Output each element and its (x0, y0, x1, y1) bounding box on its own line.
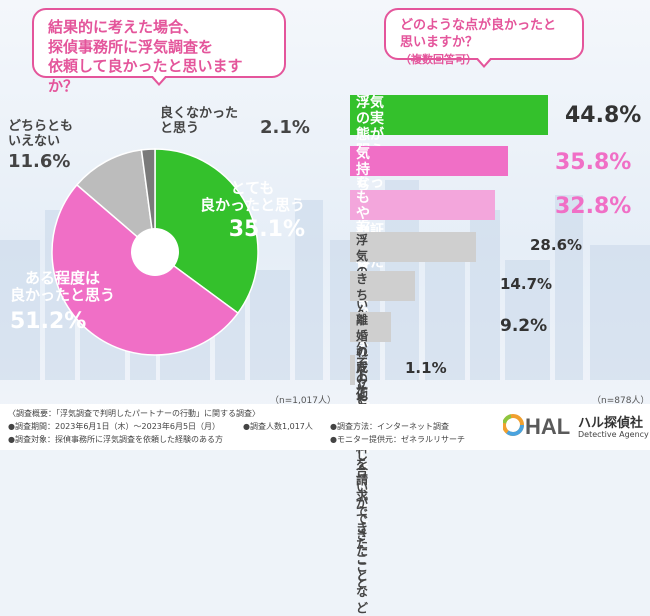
right-question-text: どのような点が良かったと思いますか？ (400, 18, 557, 50)
pie-value-neither: 11.6% (8, 150, 71, 172)
pie-value-somewhat-good: 51.2% (10, 309, 115, 334)
right-sample-size: （n=878人） (592, 396, 650, 406)
pie-label-neither-text: どちらとも いえない (8, 119, 74, 149)
pie-label-somewhat-good-text: ある程度は 良かったと思う (10, 269, 116, 305)
right-question-bubble: どのような点が良かったと思いますか？ （複数回答可） (384, 8, 584, 68)
bar-value-label: 28.6% (530, 236, 583, 254)
bar (350, 190, 495, 220)
pie-slice-very-good (154, 148, 259, 315)
footer: 〈調査概要：「浮気調査で判明したパートナーの行動」に関する調査〉 ●調査期間：2… (0, 404, 650, 450)
logo-mark-text: HAL (525, 414, 570, 439)
company-logo: HAL (503, 414, 570, 439)
footer-survey-period: ●調査期間：2023年6月1日（木）～2023年6月5日（月） (8, 422, 221, 431)
bar (350, 95, 548, 135)
company-name: ハル探偵社 (578, 416, 644, 431)
left-sample-size: （n=1,017人） (270, 396, 337, 406)
bar-value-label: 32.8% (555, 194, 632, 219)
footer-respondents: ●調査人数1,017人 (243, 422, 313, 431)
company-sub-name: Detective Agency (578, 430, 649, 439)
bar (350, 355, 355, 385)
bar (350, 232, 477, 262)
pie-slice-not-good (140, 148, 156, 253)
bar-value-label: 14.7% (500, 275, 553, 293)
pie-label-very-good-text: とても 良かったと思う (200, 179, 306, 215)
pie-label-not-good: 良くなかった と思う (160, 106, 239, 137)
footer-method: ●調査方法：インターネット調査 (330, 422, 449, 431)
bar-value-label: 35.8% (555, 150, 632, 175)
pie-label-somewhat-good: ある程度は 良かったと思う 51.2% (10, 269, 116, 334)
bar-category-label: その他 (356, 356, 369, 402)
bar (350, 271, 415, 301)
footer-survey-overview: 〈調査概要：「浮気調査で判明したパートナーの行動」に関する調査〉 (8, 409, 260, 418)
footer-survey-target: ●調査対象：探偵事務所に浮気調査を依頼した経験のある方 (8, 435, 223, 444)
pie-value-not-good: 2.1% (260, 117, 310, 138)
pie-slice-neither (75, 149, 157, 254)
pie-label-not-good-text: 良くなかった と思う (160, 106, 239, 136)
left-question-text: 結果的に考えた場合、 探偵事務所に浮気調査を 依頼して良かったと思いますか？ (48, 18, 243, 95)
bar (350, 312, 391, 342)
pie-value-very-good: 35.1% (200, 217, 305, 242)
bar-value-label: 1.1% (405, 359, 447, 377)
left-question-bubble: 結果的に考えた場合、 探偵事務所に浮気調査を 依頼して良かったと思いますか？ (32, 8, 286, 95)
bar-value-label: 9.2% (500, 316, 548, 336)
footer-monitor: ●モニター提供元：ゼネラルリサーチ (330, 435, 465, 444)
pie-chart (51, 148, 259, 356)
right-question-note: （複数回答可） (400, 52, 477, 66)
pie-label-neither: どちらとも いえない 11.6% (8, 119, 74, 173)
pie-center-hole (131, 228, 179, 276)
pie-label-very-good: とても 良かったと思う 35.1% (200, 179, 306, 242)
pie-value-very-good-text: 35.1% (228, 216, 306, 242)
bar (350, 146, 509, 176)
pie-value-somewhat-good-text: 51.2% (10, 308, 87, 334)
bar-value-label: 44.8% (565, 103, 642, 128)
